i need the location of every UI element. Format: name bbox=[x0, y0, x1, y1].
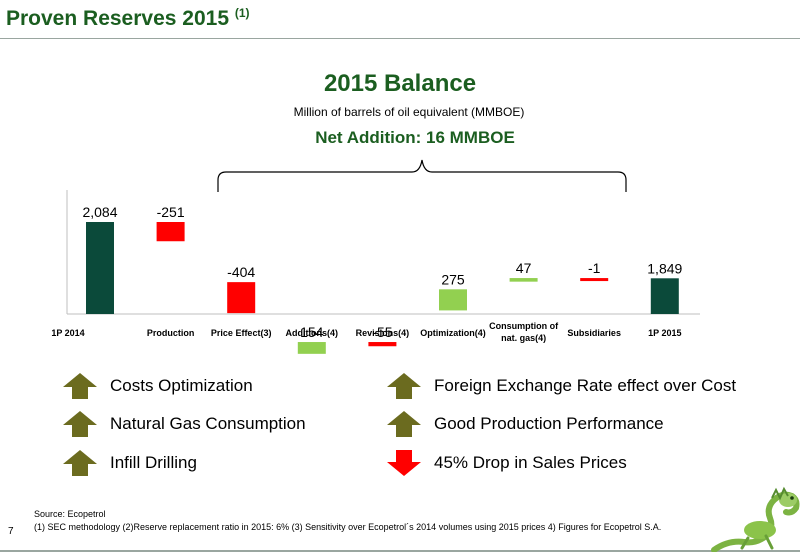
page-title: Proven Reserves 2015 (1) bbox=[6, 6, 250, 30]
tick-label-1p-2015: 1P 2015 bbox=[648, 328, 681, 338]
tick-label-subsidiaries: Subsidiaries bbox=[567, 328, 621, 338]
driver-label: Infill Drilling bbox=[110, 453, 197, 472]
tick-label-revisions-4: Revisions(4) bbox=[356, 328, 410, 338]
driver-item: Foreign Exchange Rate effect over Cost bbox=[386, 372, 736, 400]
driver-item: 45% Drop in Sales Prices bbox=[386, 449, 627, 477]
footnotes: (1) SEC methodology (2)Reserve replaceme… bbox=[34, 522, 662, 532]
title-note: (1) bbox=[234, 6, 250, 20]
tick-label-1p-2014: 1P 2014 bbox=[51, 328, 84, 338]
bar-subsidiaries bbox=[580, 278, 609, 282]
data-label-production: -251 bbox=[157, 204, 185, 220]
net-addition-brace bbox=[217, 159, 627, 192]
up-arrow-icon bbox=[387, 373, 421, 399]
bar-revisions-4 bbox=[368, 342, 397, 347]
bar-1p-2014 bbox=[86, 222, 114, 314]
title-divider bbox=[0, 38, 800, 39]
driver-label: Foreign Exchange Rate effect over Cost bbox=[434, 376, 737, 395]
driver-item: Infill Drilling bbox=[62, 449, 197, 477]
up-arrow-icon bbox=[387, 411, 421, 437]
tick-label-price-effect-3: Price Effect(3) bbox=[211, 328, 272, 338]
driver-label: Natural Gas Consumption bbox=[110, 414, 306, 433]
data-label-additions-4: 154 bbox=[300, 324, 324, 340]
chart-title: 2015 Balance bbox=[323, 70, 477, 97]
driver-label: Good Production Performance bbox=[434, 414, 664, 433]
driver-label: 45% Drop in Sales Prices bbox=[434, 453, 627, 472]
driver-item: Natural Gas Consumption bbox=[62, 410, 306, 438]
bar-optimization-4 bbox=[439, 289, 467, 311]
waterfall-chart: 2,084 1P 2014 -251 Production -404 Price Effe… bbox=[51, 159, 700, 354]
bar-price-effect-3 bbox=[227, 282, 256, 314]
bar-consumption-of-nat-gas-4 bbox=[509, 278, 538, 282]
up-arrow-icon bbox=[63, 411, 97, 437]
driver-item: Costs Optimization bbox=[62, 372, 253, 400]
tick-label-consumption-of-nat-gas-4: Consumption of nat. gas(4) bbox=[489, 321, 559, 343]
driver-label: Costs Optimization bbox=[110, 376, 253, 395]
tick-label-optimization-4: Optimization(4) bbox=[420, 328, 486, 338]
data-label-consumption-of-nat-gas-4: 47 bbox=[516, 260, 532, 276]
tick-label-production: Production bbox=[147, 328, 195, 338]
up-arrow-icon bbox=[63, 450, 97, 476]
data-label-optimization-4: 275 bbox=[441, 271, 465, 287]
iguana-logo bbox=[711, 486, 800, 552]
bar-1p-2015 bbox=[650, 278, 679, 314]
data-label-1p-2014: 2,084 bbox=[82, 204, 117, 220]
data-label-revisions-4: -55 bbox=[372, 324, 392, 340]
bar-additions-4 bbox=[297, 342, 326, 354]
page-number: 7 bbox=[8, 526, 14, 537]
tick-label-additions-4: Additions(4) bbox=[286, 328, 339, 338]
up-arrow-icon bbox=[63, 373, 97, 399]
footer-divider bbox=[0, 550, 800, 552]
chart-subtitle: Million of barrels of oil equivalent (MM… bbox=[293, 105, 525, 119]
data-label-1p-2015: 1,849 bbox=[647, 260, 682, 276]
bar-production bbox=[156, 222, 185, 242]
down-arrow-icon bbox=[387, 450, 421, 476]
driver-item: Good Production Performance bbox=[386, 410, 664, 438]
source-note: Source: Ecopetrol bbox=[34, 509, 106, 519]
data-label-price-effect-3: -404 bbox=[227, 264, 255, 280]
net-addition-annotation: Net Addition: 16 MMBOE bbox=[315, 128, 515, 147]
data-label-subsidiaries: -1 bbox=[588, 260, 601, 276]
